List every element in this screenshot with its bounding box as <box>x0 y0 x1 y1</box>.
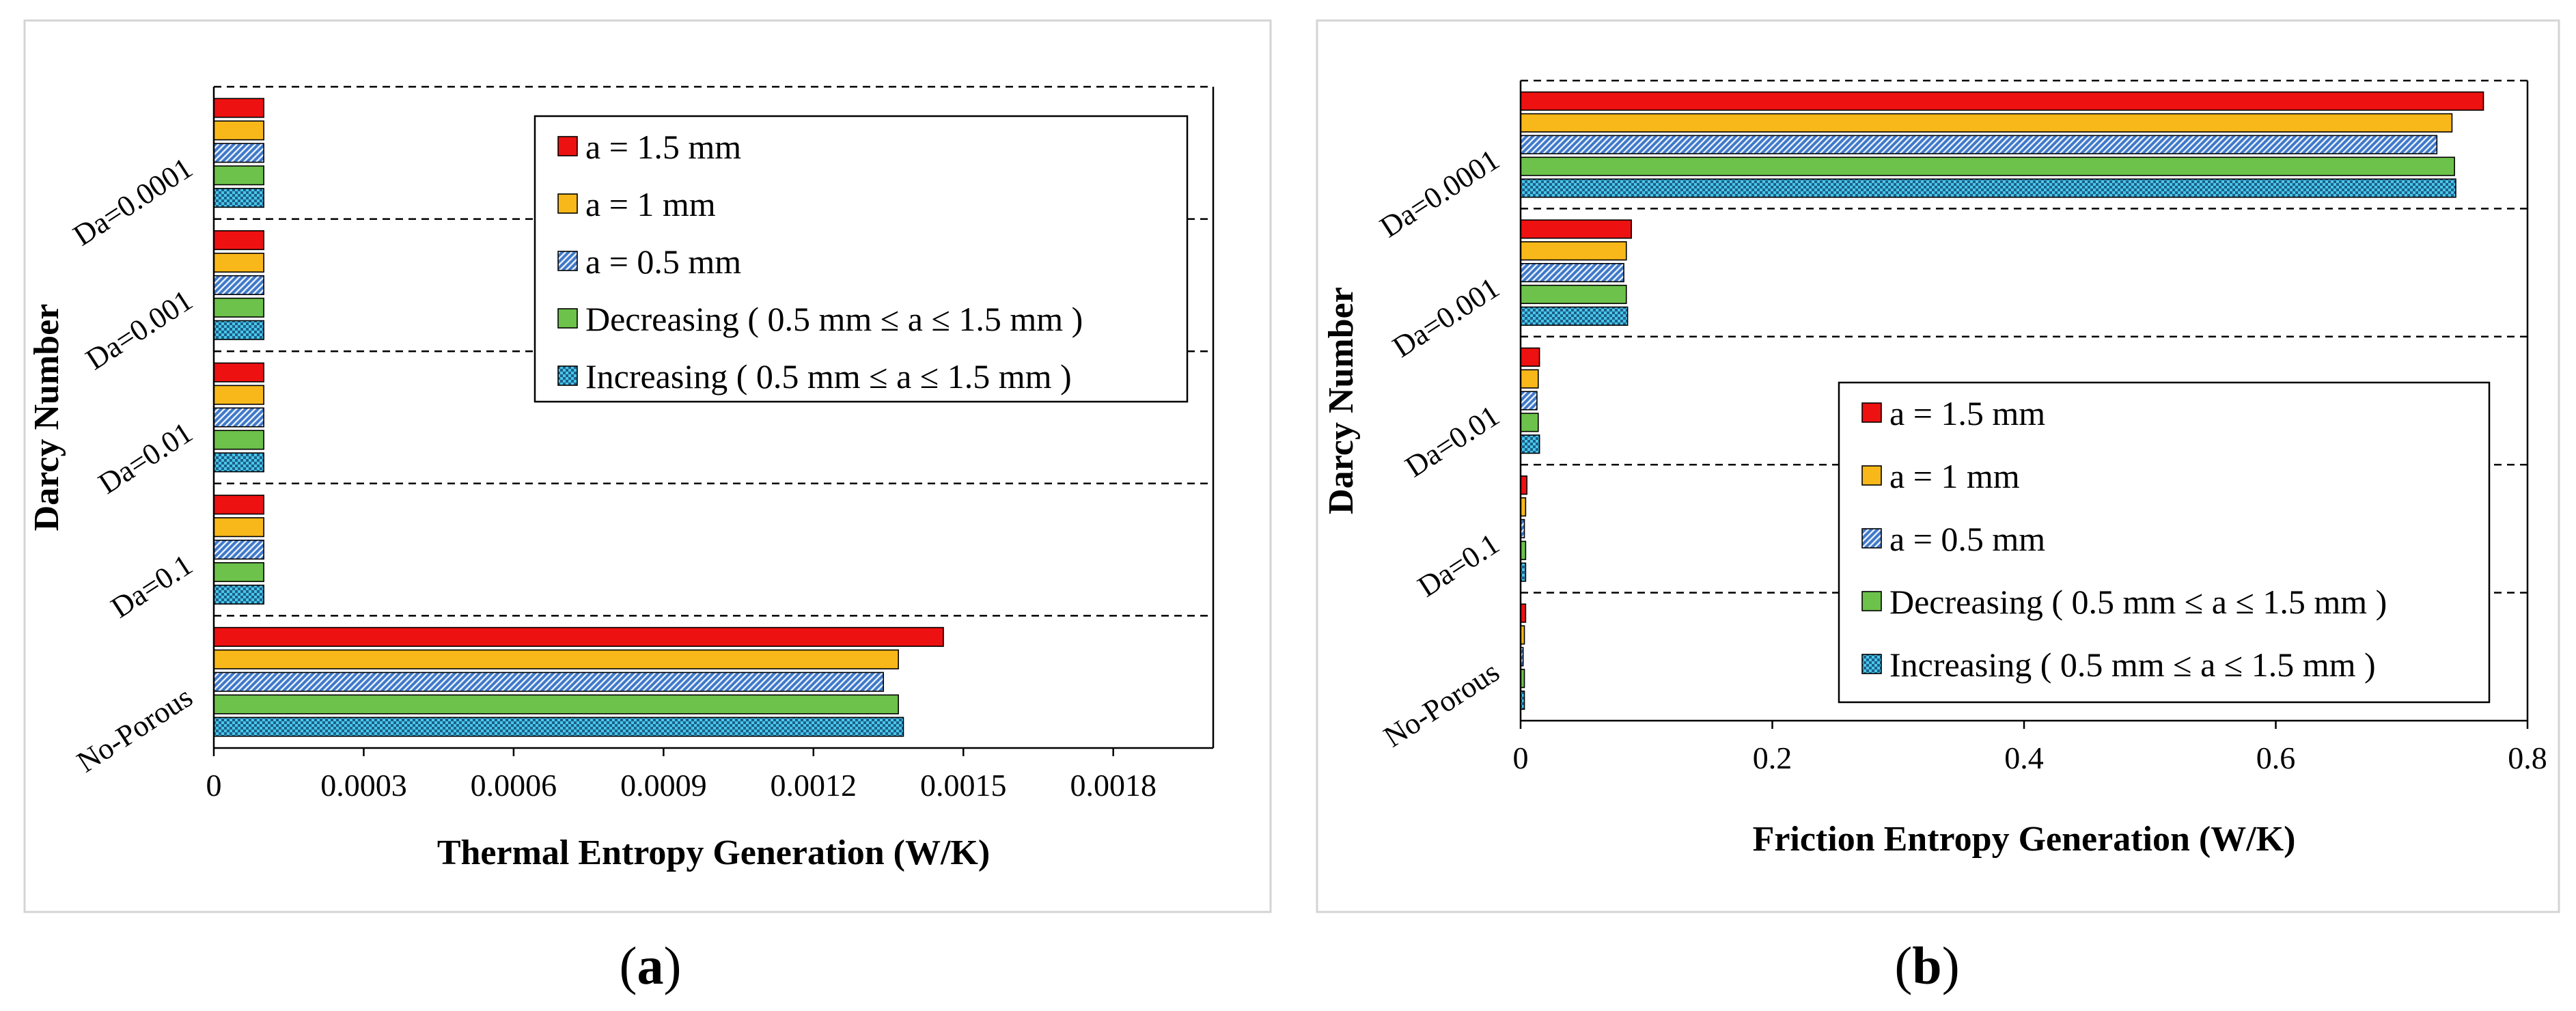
bar-da-0-1-s2 <box>213 517 264 538</box>
legend-label-s1: a = 1.5 mm <box>1889 394 2045 432</box>
legend-label-s5: Increasing ( 0.5 mm ≤ a ≤ 1.5 mm ) <box>1889 646 2376 684</box>
legend-label-s1: a = 1.5 mm <box>585 128 741 166</box>
x-tick-label: 0.4 <box>2004 740 2044 775</box>
panel-a-label: (a) <box>620 936 682 995</box>
x-tick-label: 0.0006 <box>471 768 557 803</box>
legend-swatch-s3 <box>557 251 578 271</box>
panel-b: Da=0.0001Da=0.001Da=0.01Da=0.1No-Porous0… <box>1316 19 2560 995</box>
x-tick-label: 0 <box>206 768 222 803</box>
legend-label-s5: Increasing ( 0.5 mm ≤ a ≤ 1.5 mm ) <box>585 357 1072 396</box>
bar-da-0-0001-s3 <box>1520 135 2438 154</box>
panel-a: Da=0.0001Da=0.001Da=0.01Da=0.1No-Porous0… <box>23 19 1272 995</box>
bar-da-0-1-s1 <box>213 495 264 515</box>
bar-da-0-0001-s4 <box>1520 156 2455 176</box>
bar-da-0-0001-s5 <box>213 188 264 208</box>
x-tick-label: 0.0012 <box>771 768 857 803</box>
bar-da-0-0001-s5 <box>1520 178 2456 198</box>
bar-da-0-01-s2 <box>1520 369 1539 389</box>
legend-swatch-s4 <box>1861 591 1882 611</box>
bar-da-0-0001-s2 <box>213 120 264 141</box>
bar-da-0-01-s2 <box>213 385 264 405</box>
y-axis-title: Darcy Number <box>27 304 66 531</box>
legend-swatch-s2 <box>557 193 578 214</box>
x-tick-label: 0.0018 <box>1070 768 1157 803</box>
legend-label-s4: Decreasing ( 0.5 mm ≤ a ≤ 1.5 mm ) <box>585 300 1083 338</box>
legend-swatch-s5 <box>1861 654 1882 674</box>
chart-b: Da=0.0001Da=0.001Da=0.01Da=0.1No-Porous0… <box>1322 79 2547 859</box>
bar-no-porous-s2 <box>213 649 899 669</box>
legend-swatch-s4 <box>557 308 578 329</box>
bar-da-0-1-s1 <box>1520 475 1528 495</box>
bar-da-0-001-s5 <box>1520 306 1629 326</box>
bar-da-0-01-s4 <box>213 430 264 450</box>
bar-no-porous-s5 <box>213 717 904 737</box>
legend-label-s2: a = 1 mm <box>585 185 716 223</box>
x-tick-label: 0.0003 <box>320 768 407 803</box>
bar-da-0-01-s4 <box>1520 413 1539 432</box>
legend: a = 1.5 mm a = 1 mm a = 0.5 mm Decreasing (… <box>534 115 1189 403</box>
x-tick-label: 0.0015 <box>920 768 1007 803</box>
legend-label-s4: Decreasing ( 0.5 mm ≤ a ≤ 1.5 mm ) <box>1889 583 2387 621</box>
bar-da-0-001-s4 <box>1520 284 1627 305</box>
bar-da-0-001-s1 <box>1520 219 1632 239</box>
legend-swatch-s1 <box>1861 402 1882 423</box>
bar-da-0-001-s5 <box>213 320 264 340</box>
bar-da-0-001-s1 <box>213 230 264 251</box>
legend-swatch-s1 <box>557 136 578 156</box>
bar-no-porous-s3 <box>213 671 885 692</box>
bar-da-0-01-s1 <box>1520 347 1540 367</box>
legend-swatch-s2 <box>1861 465 1882 486</box>
bar-no-porous-s4 <box>213 694 899 715</box>
legend-box <box>534 115 1189 403</box>
bar-no-porous-s1 <box>213 626 944 647</box>
bar-da-0-01-s1 <box>213 362 264 383</box>
bar-da-0-0001-s1 <box>213 98 264 118</box>
legend-label-s2: a = 1 mm <box>1889 457 2020 495</box>
legend-swatch-s5 <box>557 365 578 386</box>
bar-da-0-001-s3 <box>1520 262 1624 283</box>
bar-da-0-1-s3 <box>213 540 264 560</box>
bar-da-0-01-s3 <box>213 407 264 428</box>
legend-label-s3: a = 0.5 mm <box>1889 520 2045 558</box>
chart-a: Da=0.0001Da=0.001Da=0.01Da=0.1No-Porous0… <box>27 85 1215 872</box>
bar-da-0-001-s2 <box>1520 241 1627 261</box>
bar-da-0-0001-s2 <box>1520 113 2453 133</box>
x-tick-label: 0.0009 <box>620 768 707 803</box>
bar-da-0-0001-s3 <box>213 143 264 163</box>
x-tick-label: 0 <box>1513 740 1529 775</box>
bar-da-0-1-s5 <box>213 584 264 605</box>
legend-label-s3: a = 0.5 mm <box>585 243 741 281</box>
panel-b-label: (b) <box>1894 936 1959 995</box>
legend: a = 1.5 mm a = 1 mm a = 0.5 mm Decreasing (… <box>1838 381 2491 704</box>
bar-da-0-01-s5 <box>213 452 264 473</box>
x-axis-title: Friction Entropy Generation (W/K) <box>1753 820 2296 859</box>
bar-da-0-01-s5 <box>1520 434 1540 454</box>
x-tick-label: 0.8 <box>2508 740 2547 775</box>
bar-da-0-001-s4 <box>213 297 264 318</box>
x-tick-label: 0.6 <box>2256 740 2296 775</box>
bar-da-0-0001-s4 <box>213 165 264 186</box>
bar-da-0-01-s3 <box>1520 391 1538 411</box>
y-axis-title: Darcy Number <box>1322 287 1361 514</box>
bar-da-0-001-s2 <box>213 252 264 273</box>
x-axis-title: Thermal Entropy Generation (W/K) <box>437 833 990 872</box>
legend-box <box>1838 381 2491 704</box>
bar-da-0-1-s4 <box>213 562 264 583</box>
bar-da-0-001-s3 <box>213 275 264 295</box>
x-tick-label: 0.2 <box>1753 740 1792 775</box>
legend-swatch-s3 <box>1861 528 1882 549</box>
bar-da-0-0001-s1 <box>1520 91 2484 111</box>
